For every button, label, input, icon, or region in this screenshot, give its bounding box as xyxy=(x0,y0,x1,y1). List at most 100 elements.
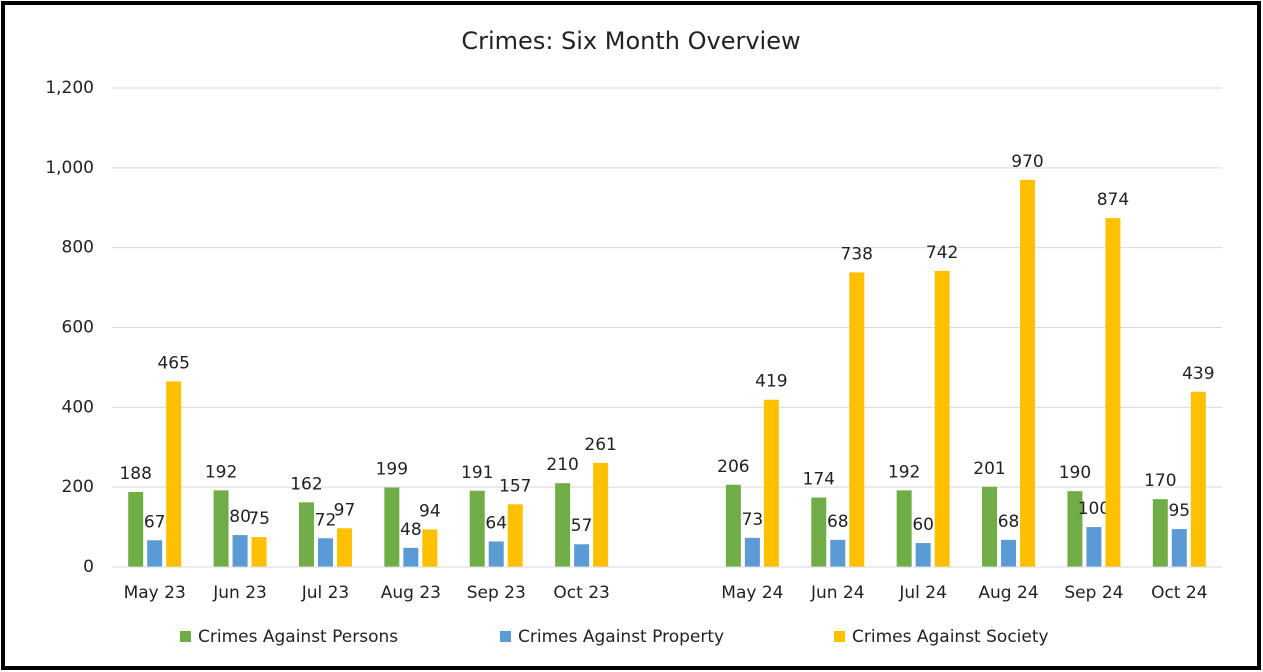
bar xyxy=(384,487,400,567)
data-label: 73 xyxy=(742,510,764,530)
bar xyxy=(763,399,779,567)
data-label: 68 xyxy=(827,512,849,532)
bar xyxy=(896,490,912,567)
bar xyxy=(1067,491,1083,567)
data-label: 465 xyxy=(157,353,189,373)
y-tick-label: 600 xyxy=(62,318,94,338)
x-tick-label: May 23 xyxy=(124,583,186,603)
data-label: 95 xyxy=(1168,501,1190,521)
y-tick-label: 200 xyxy=(62,477,94,497)
x-tick-label: Sep 23 xyxy=(467,583,526,603)
data-label: 419 xyxy=(755,372,787,392)
data-label: 190 xyxy=(1059,463,1091,483)
data-label: 162 xyxy=(290,474,322,494)
data-label: 72 xyxy=(315,510,337,530)
bar xyxy=(1152,499,1168,567)
data-label: 192 xyxy=(205,462,237,482)
data-label: 67 xyxy=(144,512,166,532)
chart-title: Crimes: Six Month Overview xyxy=(461,27,800,55)
data-label: 742 xyxy=(926,243,958,263)
data-label: 157 xyxy=(499,476,531,496)
legend-label: Crimes Against Society xyxy=(852,627,1049,647)
x-tick-label: Jun 23 xyxy=(212,583,267,603)
data-label: 48 xyxy=(400,520,422,540)
bar xyxy=(849,272,865,567)
bar xyxy=(1190,391,1206,567)
bar xyxy=(982,486,998,567)
bar xyxy=(147,540,163,567)
bar xyxy=(232,535,248,567)
legend-label: Crimes Against Property xyxy=(518,627,724,647)
x-tick-label: Jun 24 xyxy=(810,583,865,603)
bar xyxy=(507,504,523,567)
legend-label: Crimes Against Persons xyxy=(198,627,398,647)
x-tick-label: May 24 xyxy=(721,583,783,603)
bar xyxy=(422,529,438,567)
data-label: 60 xyxy=(912,515,934,535)
bar xyxy=(317,538,333,567)
y-tick-label: 400 xyxy=(62,397,94,417)
data-label: 738 xyxy=(841,244,873,264)
data-label: 874 xyxy=(1097,190,1129,210)
data-label: 174 xyxy=(803,470,835,490)
legend-swatch xyxy=(500,631,511,642)
bar xyxy=(593,462,609,567)
data-label: 64 xyxy=(485,513,507,533)
x-tick-label: Jul 23 xyxy=(301,583,350,603)
bar xyxy=(298,502,314,567)
data-label: 970 xyxy=(1011,152,1043,172)
bar xyxy=(251,537,267,567)
bar xyxy=(811,497,827,567)
x-tick-label: Aug 23 xyxy=(381,583,441,603)
data-label: 68 xyxy=(998,512,1020,532)
data-label: 261 xyxy=(584,435,616,455)
x-tick-label: Sep 24 xyxy=(1064,583,1123,603)
x-tick-label: Jul 24 xyxy=(898,583,947,603)
data-label: 94 xyxy=(419,501,441,521)
x-tick-label: Oct 24 xyxy=(1151,583,1207,603)
data-label: 188 xyxy=(119,464,151,484)
bar xyxy=(469,490,485,567)
bar xyxy=(1105,218,1121,567)
data-label: 57 xyxy=(571,516,593,536)
bar xyxy=(725,484,741,567)
bar xyxy=(1171,529,1187,567)
data-label: 199 xyxy=(376,460,408,480)
data-label: 80 xyxy=(229,507,251,527)
y-tick-label: 800 xyxy=(62,238,94,258)
y-tick-label: 1,000 xyxy=(45,158,94,178)
bar xyxy=(128,491,144,567)
data-label: 192 xyxy=(888,462,920,482)
data-label: 75 xyxy=(248,509,270,529)
bar xyxy=(1020,179,1036,567)
data-label: 100 xyxy=(1078,499,1110,519)
data-label: 439 xyxy=(1182,364,1214,384)
x-tick-label: Aug 24 xyxy=(978,583,1038,603)
bar xyxy=(744,537,760,567)
bar xyxy=(1086,527,1102,567)
bar xyxy=(915,543,931,567)
data-label: 210 xyxy=(546,455,578,475)
bar xyxy=(166,381,182,567)
data-label: 170 xyxy=(1144,471,1176,491)
bar xyxy=(488,541,504,567)
bar xyxy=(336,528,352,567)
data-label: 201 xyxy=(973,459,1005,479)
bar xyxy=(830,539,846,567)
bar xyxy=(213,490,229,567)
data-label: 191 xyxy=(461,463,493,483)
bar xyxy=(1001,539,1017,567)
x-tick-label: Oct 23 xyxy=(553,583,609,603)
data-label: 97 xyxy=(334,500,356,520)
bar xyxy=(403,547,419,567)
y-tick-label: 0 xyxy=(83,557,94,577)
legend-swatch xyxy=(180,631,191,642)
y-tick-label: 1,200 xyxy=(45,78,94,98)
legend-swatch xyxy=(834,631,845,642)
bar xyxy=(934,270,950,567)
bar xyxy=(555,483,571,567)
bar xyxy=(574,544,590,567)
data-label: 206 xyxy=(717,457,749,477)
